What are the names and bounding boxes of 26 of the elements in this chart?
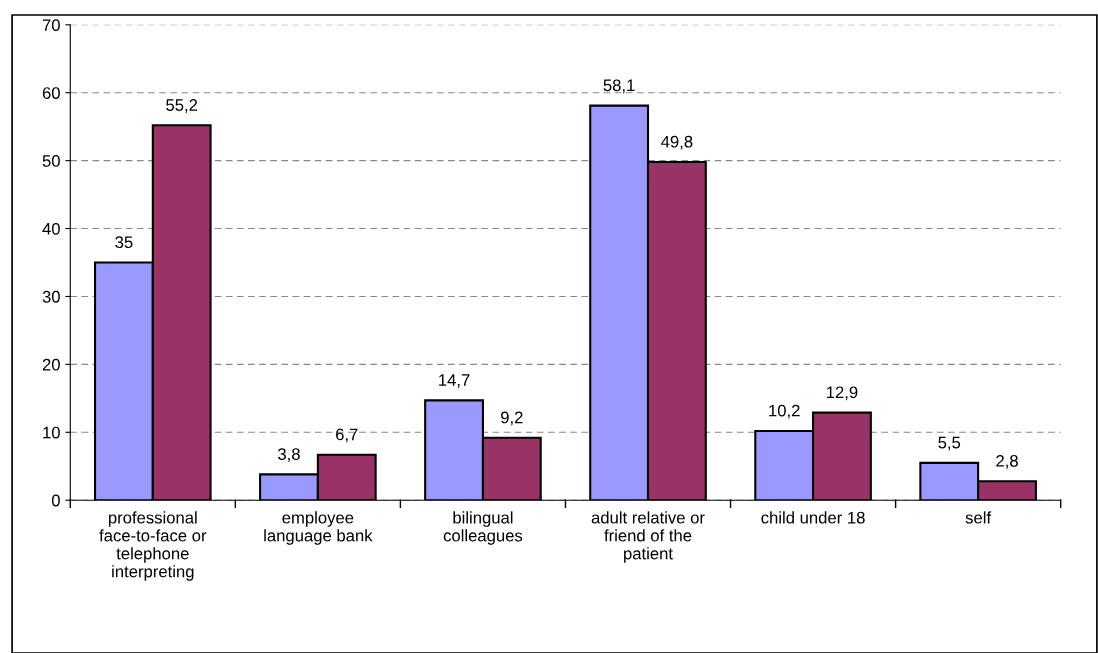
y-tick-label: 60 [42,87,60,99]
y-tick-label: 40 [42,222,60,235]
data-label: 49,8 [661,135,693,150]
data-label: 10,2 [769,404,800,419]
y-tick-label: 70 [42,19,60,32]
x-tick-label: employee language bank [264,511,373,545]
x-tick-label: adult relative or friend of the patient [591,511,705,563]
data-label: 14,7 [439,374,470,388]
data-label: 9,2 [501,411,523,426]
data-label: 5,5 [938,436,961,451]
data-label: 2,8 [996,454,1018,469]
y-tick-label: 50 [42,155,60,167]
data-label: 35 [115,236,133,249]
data-label: 12,9 [827,386,858,401]
data-label: 55,2 [166,99,198,113]
data-label: 58,1 [603,79,635,94]
x-tick-label: bilingual colleagues [443,511,523,545]
x-tick-label: self [965,511,992,524]
y-tick-label: 20 [42,358,60,371]
data-label: 6,7 [336,428,358,443]
x-tick-label: child under 18 [761,511,865,524]
data-label: 3,8 [278,448,300,462]
y-tick-label: 10 [43,426,60,439]
x-tick-label: professional face-to-face or telephone interpreting [99,511,207,581]
y-tick-label: 0 [51,494,60,507]
y-tick-label: 30 [42,290,60,303]
